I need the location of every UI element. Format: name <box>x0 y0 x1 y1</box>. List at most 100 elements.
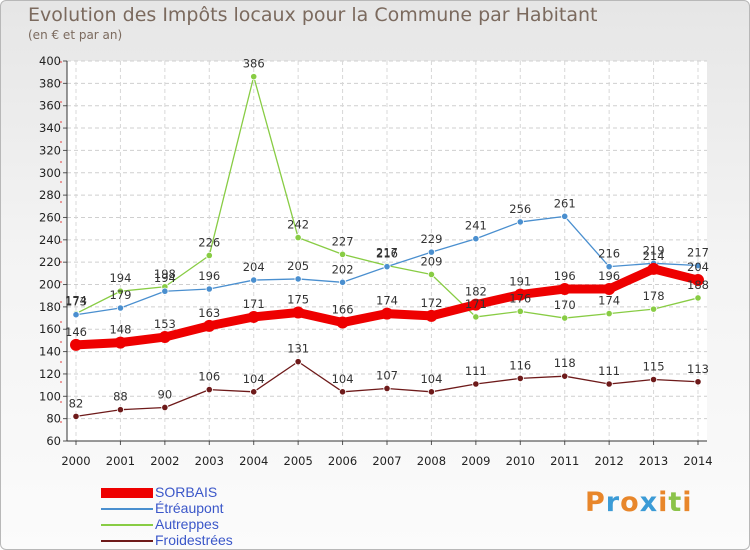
data-label: 148 <box>109 323 131 337</box>
y-tick-label: 280 <box>39 188 61 202</box>
data-point <box>381 307 393 320</box>
y-tick-label: 80 <box>46 412 61 426</box>
data-point <box>205 251 213 260</box>
data-point <box>516 218 524 226</box>
data-point <box>558 283 571 295</box>
data-point <box>294 275 302 283</box>
data-label: 204 <box>243 260 265 274</box>
legend-swatch <box>101 488 153 498</box>
data-point <box>294 233 302 242</box>
data-label: 174 <box>65 294 87 308</box>
legend-label: SORBAIS <box>155 484 218 500</box>
x-tick-label: 2004 <box>239 454 268 468</box>
data-point <box>649 375 658 384</box>
data-label: 182 <box>465 285 487 299</box>
x-tick-label: 2014 <box>683 454 712 468</box>
data-label: 116 <box>509 358 531 372</box>
data-label: 386 <box>243 57 265 71</box>
x-tick-label: 2012 <box>595 454 624 468</box>
data-label: 153 <box>154 317 176 331</box>
data-label: 115 <box>643 360 665 374</box>
data-point <box>247 310 260 323</box>
y-tick-label: 400 <box>39 54 61 68</box>
x-tick-label: 2009 <box>461 454 490 468</box>
logo-letter: i <box>682 487 693 518</box>
data-label: 217 <box>376 246 398 260</box>
data-label: 198 <box>154 267 176 281</box>
data-label: 194 <box>109 271 131 285</box>
y-tick-label: 140 <box>39 345 61 359</box>
logo-letter: o <box>620 487 640 518</box>
x-tick-label: 2013 <box>639 454 668 468</box>
legend-label: Étréaupont <box>155 500 224 516</box>
x-tick-label: 2010 <box>506 454 535 468</box>
legend-label: Autreppes <box>155 516 219 532</box>
data-point <box>292 306 305 319</box>
y-tick-label: 240 <box>39 233 61 247</box>
data-label: 216 <box>598 247 620 261</box>
data-point <box>250 73 258 81</box>
x-tick-label: 2007 <box>372 454 401 468</box>
data-label: 88 <box>113 390 128 404</box>
data-point <box>472 313 480 321</box>
logo-letter: t <box>668 487 683 518</box>
data-point <box>72 311 80 319</box>
data-label: 173 <box>65 295 87 309</box>
data-label: 111 <box>465 364 487 378</box>
data-point <box>383 384 391 393</box>
data-label: 104 <box>243 372 265 386</box>
data-label: 229 <box>420 232 442 246</box>
y-tick-label: 360 <box>39 99 61 113</box>
data-label: 104 <box>332 372 354 386</box>
y-tick-label: 100 <box>39 389 61 403</box>
logo-letter: x <box>639 487 659 518</box>
data-point <box>116 406 125 414</box>
data-label: 104 <box>420 372 442 386</box>
data-point <box>161 287 169 295</box>
chart-subtitle: (en € et par an) <box>28 28 123 42</box>
x-tick-label: 2000 <box>61 454 90 468</box>
x-tick-label: 2005 <box>284 454 313 468</box>
data-label: 107 <box>376 368 398 382</box>
x-tick-label: 2002 <box>150 454 179 468</box>
data-point <box>649 305 658 313</box>
x-tick-label: 2008 <box>417 454 446 468</box>
data-point <box>161 403 169 412</box>
x-tick-label: 2006 <box>328 454 357 468</box>
data-label: 202 <box>332 262 354 276</box>
data-label: 196 <box>598 269 620 283</box>
data-point <box>647 262 660 275</box>
data-label: 163 <box>198 306 220 320</box>
data-label: 188 <box>687 278 709 292</box>
data-label: 194 <box>154 271 176 285</box>
data-point <box>338 250 347 258</box>
data-point <box>692 274 704 287</box>
data-point <box>516 374 524 383</box>
legend-swatch <box>101 508 153 510</box>
data-label: 179 <box>109 288 131 302</box>
data-label: 196 <box>554 269 576 283</box>
data-label: 146 <box>65 325 87 339</box>
data-label: 261 <box>554 196 576 210</box>
data-point <box>203 319 216 332</box>
legend-swatch <box>101 540 153 542</box>
legend-label: Froidestrées <box>155 532 233 548</box>
x-tick-label: 2001 <box>106 454 135 468</box>
data-point <box>116 287 125 295</box>
data-label: 191 <box>509 275 531 289</box>
data-point <box>694 378 702 386</box>
data-point <box>605 380 613 388</box>
y-tick-label: 260 <box>39 210 61 224</box>
data-label: 227 <box>332 234 354 248</box>
data-label: 118 <box>554 356 576 370</box>
data-label: 242 <box>287 218 309 232</box>
data-label: 174 <box>598 294 620 308</box>
data-point <box>427 270 436 279</box>
data-point <box>605 263 613 271</box>
data-label: 205 <box>287 259 309 273</box>
data-point <box>561 314 569 322</box>
data-label: 90 <box>158 387 173 401</box>
data-point <box>383 263 391 271</box>
